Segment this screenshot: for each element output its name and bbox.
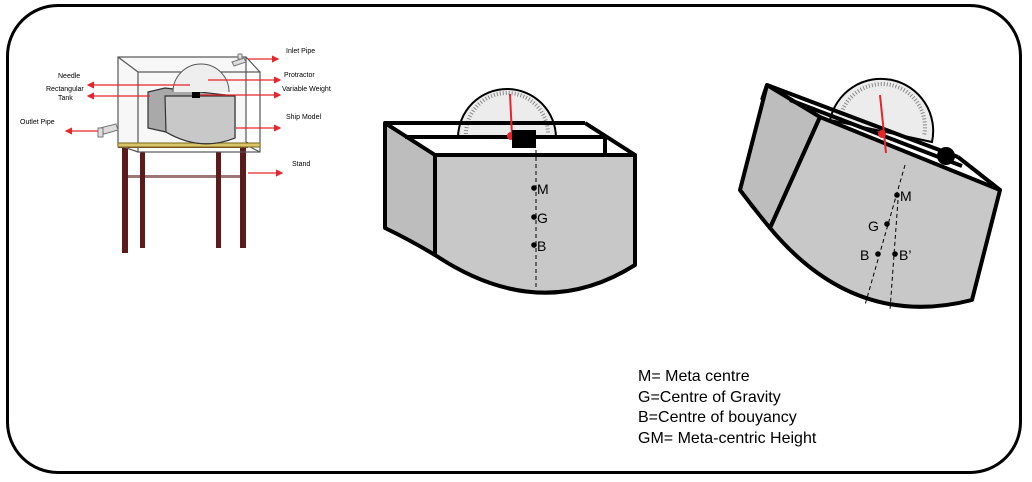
label-inlet-pipe: Inlet Pipe <box>286 48 315 55</box>
legend-item-b: B=Centre of bouyancy <box>638 409 797 426</box>
label-m: M <box>537 181 549 197</box>
needle-tilted <box>879 94 887 154</box>
tilted-model: M G B B’ <box>738 77 1002 311</box>
protractor <box>456 88 558 139</box>
ship-model <box>147 63 236 145</box>
tilted-hull <box>738 83 1002 309</box>
rounded-frame <box>6 4 1022 474</box>
needle <box>509 93 513 137</box>
legend-item-gm: GM= Meta-centric Height <box>638 429 817 447</box>
label-g-tilted: G <box>868 218 879 234</box>
buoyancy-line <box>889 199 899 311</box>
variable-weight-tilted <box>937 147 955 165</box>
label-b-tilted: B <box>860 247 869 263</box>
label-protractor: Protractor <box>284 72 315 79</box>
label-arrows <box>64 55 284 177</box>
point-m-tilted <box>894 192 900 198</box>
label-stand: Stand <box>292 161 310 168</box>
label-variable-weight: Variable Weight <box>282 86 331 93</box>
label-g: G <box>537 210 548 226</box>
label-m-tilted: M <box>900 188 912 204</box>
label-ship-model: Ship Model <box>286 114 321 121</box>
point-b-prime-tilted <box>892 251 898 257</box>
tilted-centreline <box>864 164 906 306</box>
upright-hull <box>383 121 637 295</box>
upright-model: M G B <box>383 88 637 295</box>
label-rectangular-tank-line1: Rectangular <box>46 86 84 93</box>
point-m <box>531 185 537 191</box>
label-outlet-pipe: Outlet Pipe <box>20 119 55 126</box>
point-b-tilted <box>875 251 881 257</box>
legend-item-g: G=Centre of Gravity <box>638 388 781 406</box>
stand <box>118 142 248 253</box>
pipes <box>97 53 247 138</box>
point-g <box>531 214 537 220</box>
variable-weight <box>512 130 536 148</box>
label-rectangular-tank-line2: Tank <box>58 95 73 102</box>
point-g-tilted <box>884 221 890 227</box>
legend-item-m: M= Meta centre <box>638 368 750 385</box>
needle-pivot-tilted <box>878 130 886 138</box>
label-b-prime-tilted: B’ <box>899 247 911 263</box>
apparatus-figure: Inlet Pipe Needle Protractor Rectangular… <box>20 48 331 253</box>
label-needle: Needle <box>58 73 80 80</box>
point-b <box>531 242 537 248</box>
label-b: B <box>537 238 546 254</box>
legend: M= Meta centre G=Centre of Gravity B=Cen… <box>638 367 816 449</box>
